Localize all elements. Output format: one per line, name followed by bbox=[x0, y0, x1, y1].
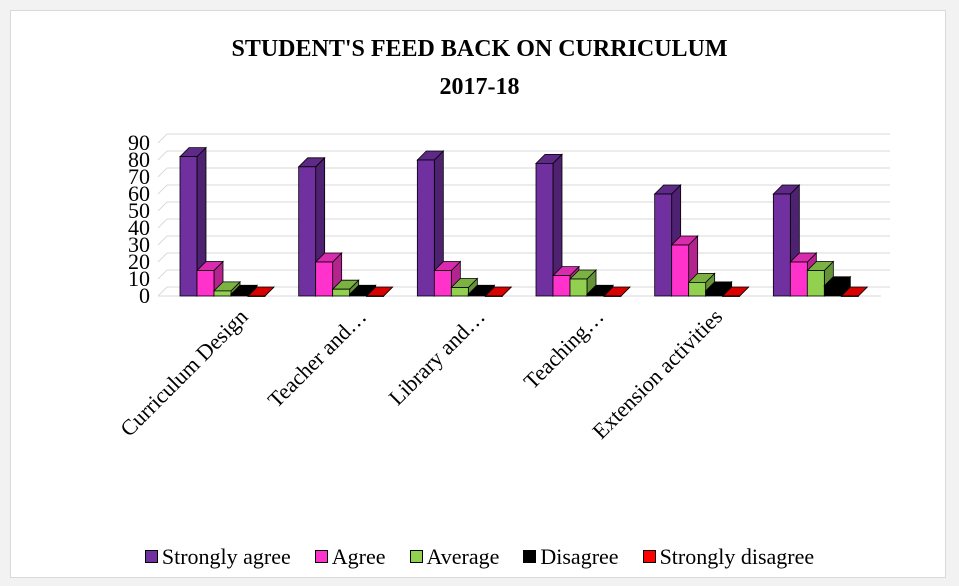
legend-swatch bbox=[409, 550, 423, 563]
gridline-depth bbox=[157, 201, 168, 212]
gridline-depth bbox=[157, 235, 168, 246]
legend-swatch bbox=[314, 550, 328, 563]
bar bbox=[840, 286, 869, 297]
bar bbox=[535, 153, 563, 297]
bar bbox=[365, 286, 394, 297]
y-tick-label: 70 bbox=[128, 164, 150, 189]
legend-item: Agree bbox=[314, 544, 386, 570]
y-tick-label: 40 bbox=[128, 215, 150, 240]
x-tick-label: Teacher and… bbox=[263, 304, 372, 413]
x-tick-label: Library and… bbox=[384, 304, 490, 410]
gridline-depth bbox=[157, 184, 168, 195]
bar bbox=[196, 260, 224, 297]
legend-label: Strongly agree bbox=[161, 544, 291, 569]
y-tick-label: 20 bbox=[128, 249, 150, 274]
chart-title: STUDENT'S FEED BACK ON CURRICULUM bbox=[231, 36, 728, 62]
bar bbox=[484, 286, 513, 297]
bar bbox=[603, 286, 631, 297]
x-tick-label: Extension activities bbox=[587, 304, 727, 444]
y-tick-label: 50 bbox=[128, 198, 150, 223]
y-tick-label: 0 bbox=[139, 283, 150, 308]
gridline-depth bbox=[157, 252, 168, 263]
legend-label: Strongly disagree bbox=[659, 544, 815, 569]
bar bbox=[569, 269, 597, 297]
y-tick-label: 30 bbox=[128, 232, 150, 257]
legend-label: Disagree bbox=[540, 544, 619, 569]
chart-subtitle: 2017-18 bbox=[439, 74, 520, 100]
x-tick-label: Teaching… bbox=[519, 304, 609, 394]
y-tick-label: 60 bbox=[128, 181, 150, 206]
grid-lines bbox=[157, 133, 890, 297]
bar bbox=[247, 286, 275, 297]
legend-swatch bbox=[523, 550, 537, 563]
bar bbox=[721, 286, 750, 297]
gridline-depth bbox=[157, 218, 168, 229]
legend: Strongly agree Agree Average Disagree Strong… bbox=[0, 544, 959, 570]
gridline-depth bbox=[157, 269, 168, 280]
legend-item: Disagree bbox=[523, 544, 619, 570]
legend-item: Average bbox=[409, 544, 500, 570]
x-axis-labels: Curriculum Design Teacher and… Library and… bbox=[115, 304, 727, 444]
gridline-depth bbox=[157, 150, 168, 161]
bar bbox=[416, 150, 445, 297]
gridline-depth bbox=[157, 167, 168, 178]
legend-item: Strongly disagree bbox=[642, 544, 815, 570]
y-tick-label: 80 bbox=[128, 147, 150, 172]
legend-label: Average bbox=[426, 544, 500, 569]
chart-title-block: STUDENT'S FEED BACK ON CURRICULUM 2017-1… bbox=[0, 30, 959, 106]
legend-swatch bbox=[642, 550, 656, 563]
x-tick-label: Curriculum Design bbox=[115, 304, 252, 441]
gridline-depth bbox=[157, 286, 168, 297]
legend-swatch bbox=[144, 550, 158, 563]
y-tick-label: 10 bbox=[128, 266, 150, 291]
legend-label: Agree bbox=[331, 544, 386, 569]
y-tick-label: 90 bbox=[128, 130, 150, 155]
gridline-depth bbox=[157, 133, 168, 144]
legend-item: Strongly agree bbox=[144, 544, 291, 570]
bars bbox=[179, 146, 869, 297]
